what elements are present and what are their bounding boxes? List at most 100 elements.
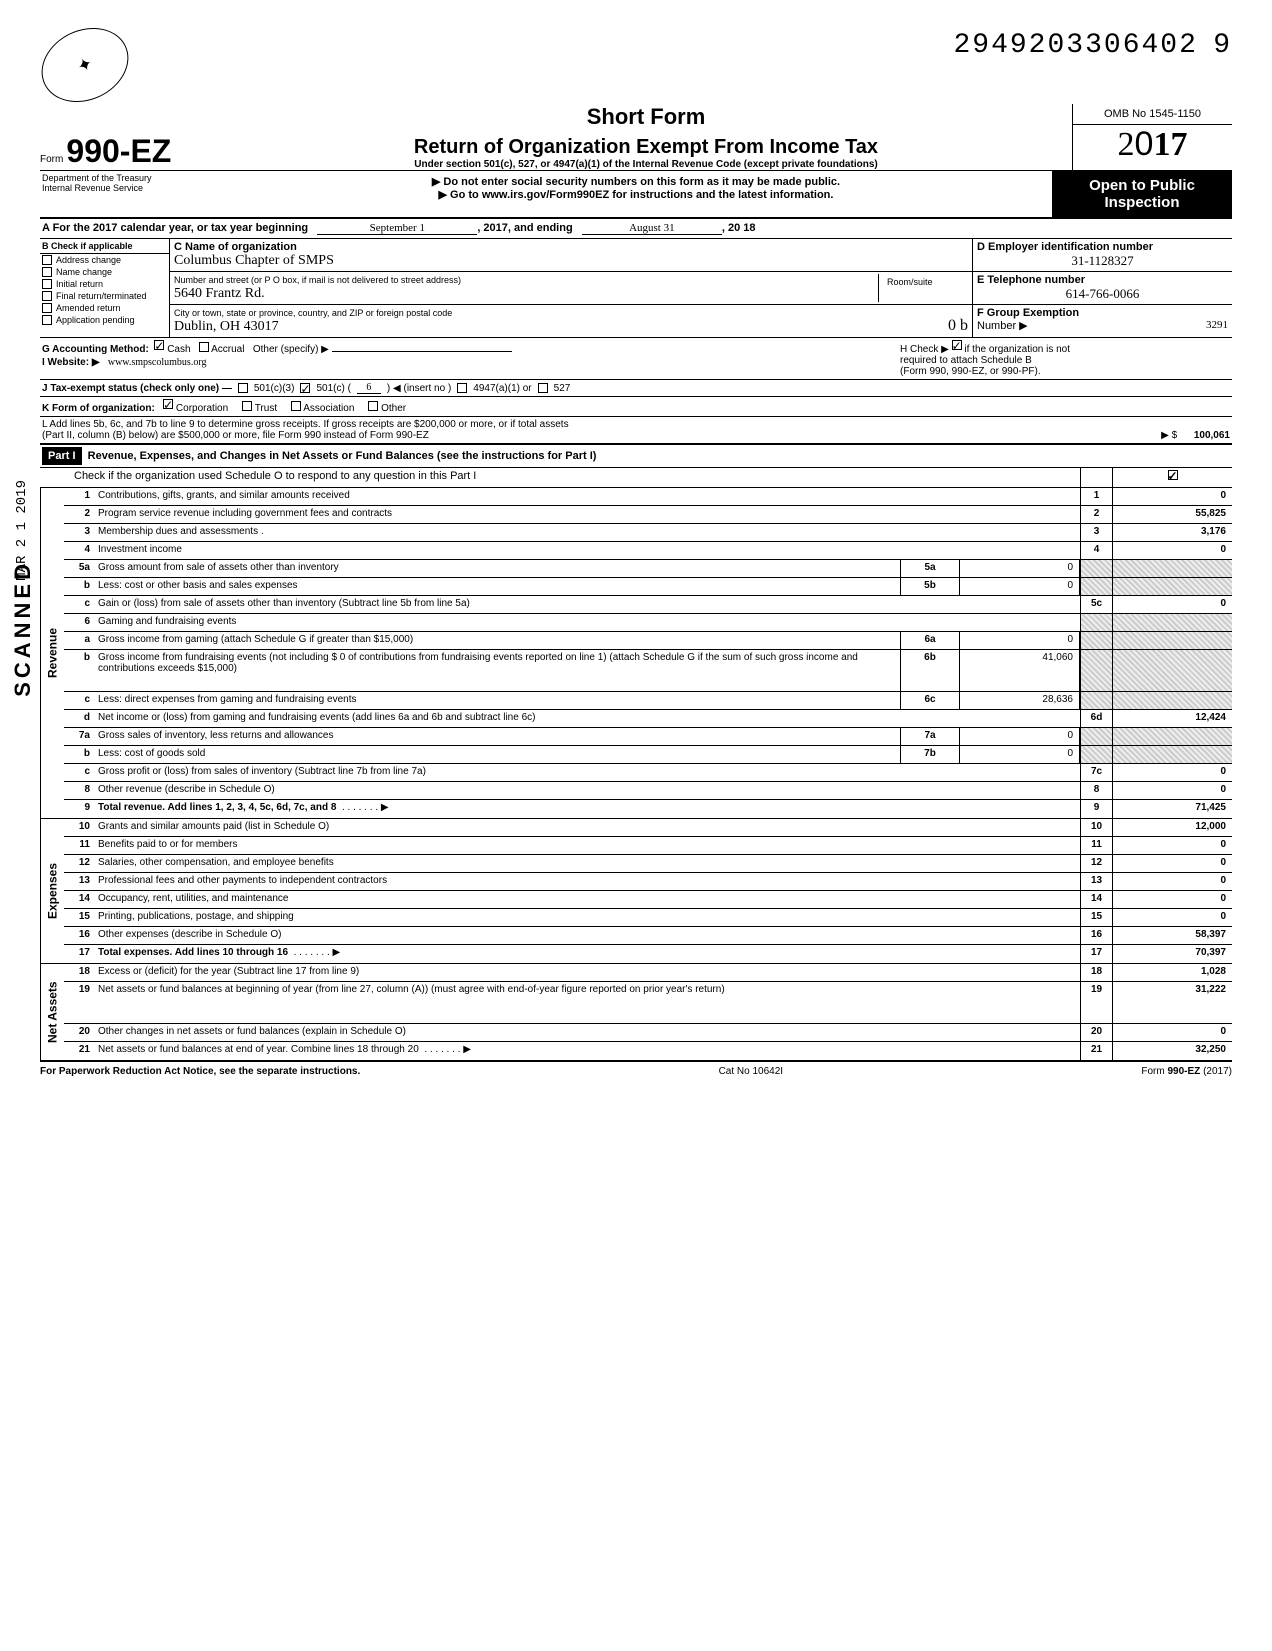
group-exemption: 3291 bbox=[1206, 319, 1228, 331]
b-checkbox-item[interactable]: Address change bbox=[40, 254, 169, 266]
footer: For Paperwork Reduction Act Notice, see … bbox=[40, 1062, 1232, 1077]
dept-row: Department of the Treasury Internal Reve… bbox=[40, 171, 1232, 219]
website: www.smpscolumbus.org bbox=[108, 357, 207, 368]
revenue-label: Revenue bbox=[40, 488, 64, 818]
schedule-o-checkbox[interactable] bbox=[1168, 470, 1178, 480]
date-stamp: MAR 2 1 2019 bbox=[14, 480, 30, 581]
form-prefix: Form bbox=[40, 154, 63, 165]
k-assoc-checkbox[interactable] bbox=[291, 401, 301, 411]
netassets-section: Net Assets 18Excess or (deficit) for the… bbox=[40, 964, 1232, 1062]
open-public-2: Inspection bbox=[1054, 194, 1230, 211]
row-A: A For the 2017 calendar year, or tax yea… bbox=[40, 219, 1232, 239]
part-i-header: Part I Revenue, Expenses, and Changes in… bbox=[40, 445, 1232, 468]
line-17: 17Total expenses. Add lines 10 through 1… bbox=[64, 945, 1232, 963]
line-18: 18Excess or (deficit) for the year (Subt… bbox=[64, 964, 1232, 982]
col-B: B Check if applicable Address changeName… bbox=[40, 239, 170, 337]
k-corp-checkbox[interactable] bbox=[163, 399, 173, 409]
col-C: C Name of organizationColumbus Chapter o… bbox=[170, 239, 972, 337]
col-DEF: D Employer identification number31-11283… bbox=[972, 239, 1232, 337]
line-19: 19Net assets or fund balances at beginni… bbox=[64, 982, 1232, 1024]
begin-date: September 1 bbox=[317, 222, 477, 235]
part-i-check-text: Check if the organization used Schedule … bbox=[70, 468, 1080, 487]
b-checkbox-item[interactable]: Application pending bbox=[40, 314, 169, 326]
b-checkbox-item[interactable]: Amended return bbox=[40, 302, 169, 314]
expenses-label: Expenses bbox=[40, 819, 64, 963]
line-20: 20Other changes in net assets or fund ba… bbox=[64, 1024, 1232, 1042]
barcode-number: 2949203306402 bbox=[953, 30, 1197, 61]
line-6b: bGross income from fundraising events (n… bbox=[64, 650, 1232, 692]
line-6a: aGross income from gaming (attach Schedu… bbox=[64, 632, 1232, 650]
header: Form 990-EZ Short Form Return of Organiz… bbox=[40, 104, 1232, 171]
line-3: 3Membership dues and assessments .33,176 bbox=[64, 524, 1232, 542]
omb-number: OMB No 1545-1150 bbox=[1073, 104, 1232, 125]
room-hw: 0 b bbox=[948, 317, 968, 335]
netassets-label: Net Assets bbox=[40, 964, 64, 1060]
j-501c3-checkbox[interactable] bbox=[238, 383, 248, 393]
j-insert-no: 6 bbox=[357, 382, 381, 394]
expenses-section: Expenses 10Grants and similar amounts pa… bbox=[40, 819, 1232, 964]
footer-left: For Paperwork Reduction Act Notice, see … bbox=[40, 1066, 360, 1077]
line-1: 1Contributions, gifts, grants, and simil… bbox=[64, 488, 1232, 506]
line-11: 11Benefits paid to or for members110 bbox=[64, 837, 1232, 855]
open-public-1: Open to Public bbox=[1054, 177, 1230, 194]
b-checkbox-item[interactable]: Final return/terminated bbox=[40, 290, 169, 302]
j-4947-checkbox[interactable] bbox=[457, 383, 467, 393]
dept-treasury: Department of the Treasury bbox=[42, 173, 218, 183]
line-13: 13Professional fees and other payments t… bbox=[64, 873, 1232, 891]
row-G-I: G Accounting Method: Cash Accrual Other … bbox=[40, 338, 1232, 380]
phone: 614-766-0066 bbox=[977, 286, 1228, 302]
line-12: 12Salaries, other compensation, and empl… bbox=[64, 855, 1232, 873]
footer-right: Form 990-EZ (2017) bbox=[1141, 1066, 1232, 1077]
instruction-1: ▶ Do not enter social security numbers o… bbox=[224, 175, 1048, 188]
main-title: Return of Organization Exempt From Incom… bbox=[228, 136, 1064, 159]
line-7c: cGross profit or (loss) from sales of in… bbox=[64, 764, 1232, 782]
line-5a: 5aGross amount from sale of assets other… bbox=[64, 560, 1232, 578]
j-527-checkbox[interactable] bbox=[538, 383, 548, 393]
line-6c: cLess: direct expenses from gaming and f… bbox=[64, 692, 1232, 710]
page-digit: 9 bbox=[1213, 30, 1232, 61]
form-number: 990-EZ bbox=[66, 133, 171, 169]
row-K: K Form of organization: Corporation Trus… bbox=[40, 397, 1232, 417]
org-city: Dublin, OH 43017 bbox=[174, 319, 279, 334]
j-501c-checkbox[interactable] bbox=[300, 383, 310, 393]
gross-receipts: 100,061 bbox=[1194, 430, 1230, 441]
top-row: ✦ 2949203306402 9 bbox=[40, 30, 1232, 100]
row-L: L Add lines 5b, 6c, and 7b to line 9 to … bbox=[40, 417, 1232, 445]
line-21: 21Net assets or fund balances at end of … bbox=[64, 1042, 1232, 1060]
revenue-section: Revenue 1Contributions, gifts, grants, a… bbox=[40, 488, 1232, 819]
line-14: 14Occupancy, rent, utilities, and mainte… bbox=[64, 891, 1232, 909]
line-6d: dNet income or (loss) from gaming and fu… bbox=[64, 710, 1232, 728]
line-10: 10Grants and similar amounts paid (list … bbox=[64, 819, 1232, 837]
schedule-b-checkbox[interactable] bbox=[952, 340, 962, 350]
line-6: 6Gaming and fundraising events bbox=[64, 614, 1232, 632]
tax-year: 2017 bbox=[1073, 125, 1232, 164]
org-address: 5640 Frantz Rd. bbox=[174, 286, 265, 301]
line-7a: 7aGross sales of inventory, less returns… bbox=[64, 728, 1232, 746]
row-J: J Tax-exempt status (check only one) — 5… bbox=[40, 380, 1232, 397]
line-16: 16Other expenses (describe in Schedule O… bbox=[64, 927, 1232, 945]
line-4: 4Investment income40 bbox=[64, 542, 1232, 560]
accrual-checkbox[interactable] bbox=[199, 342, 209, 352]
line-15: 15Printing, publications, postage, and s… bbox=[64, 909, 1232, 927]
cash-checkbox[interactable] bbox=[154, 340, 164, 350]
line-7b: bLess: cost of goods sold7b0 bbox=[64, 746, 1232, 764]
line-9: 9Total revenue. Add lines 1, 2, 3, 4, 5c… bbox=[64, 800, 1232, 818]
line-5c: cGain or (loss) from sale of assets othe… bbox=[64, 596, 1232, 614]
block-BCDEF: B Check if applicable Address changeName… bbox=[40, 239, 1232, 338]
dept-irs: Internal Revenue Service bbox=[42, 183, 218, 193]
instruction-2: ▶ Go to www.irs.gov/Form990EZ for instru… bbox=[224, 188, 1048, 201]
subtitle: Under section 501(c), 527, or 4947(a)(1)… bbox=[228, 159, 1064, 170]
short-form-title: Short Form bbox=[228, 104, 1064, 130]
ein: 31-1128327 bbox=[977, 253, 1228, 269]
org-name: Columbus Chapter of SMPS bbox=[174, 253, 334, 268]
line-2: 2Program service revenue including gover… bbox=[64, 506, 1232, 524]
b-checkbox-item[interactable]: Initial return bbox=[40, 278, 169, 290]
b-checkbox-item[interactable]: Name change bbox=[40, 266, 169, 278]
end-year: , 20 18 bbox=[722, 222, 756, 235]
line-8: 8Other revenue (describe in Schedule O)8… bbox=[64, 782, 1232, 800]
line-5b: bLess: cost or other basis and sales exp… bbox=[64, 578, 1232, 596]
B-header: B Check if applicable bbox=[40, 239, 169, 254]
k-trust-checkbox[interactable] bbox=[242, 401, 252, 411]
k-other-checkbox[interactable] bbox=[368, 401, 378, 411]
footer-mid: Cat No 10642I bbox=[719, 1066, 784, 1077]
